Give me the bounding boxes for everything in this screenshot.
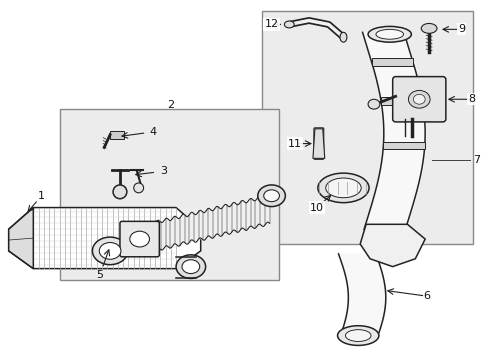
Ellipse shape <box>176 255 206 278</box>
Text: 3: 3 <box>160 166 167 176</box>
Text: 8: 8 <box>468 94 475 104</box>
Text: 1: 1 <box>38 191 45 201</box>
Bar <box>383 141 425 149</box>
Circle shape <box>113 185 127 199</box>
Bar <box>381 97 422 105</box>
Ellipse shape <box>93 237 128 265</box>
FancyBboxPatch shape <box>120 221 159 257</box>
FancyBboxPatch shape <box>392 77 446 122</box>
Bar <box>60 109 279 280</box>
Ellipse shape <box>99 243 121 259</box>
Text: 4: 4 <box>150 127 157 137</box>
Circle shape <box>134 183 144 193</box>
Ellipse shape <box>409 90 430 108</box>
Ellipse shape <box>318 173 369 203</box>
Ellipse shape <box>414 94 425 104</box>
Text: 5: 5 <box>96 270 103 279</box>
Ellipse shape <box>258 185 285 207</box>
Polygon shape <box>360 224 425 267</box>
Ellipse shape <box>130 231 149 247</box>
Text: 6: 6 <box>424 291 431 301</box>
Text: 9: 9 <box>458 24 465 34</box>
Text: 7: 7 <box>473 155 480 165</box>
Ellipse shape <box>368 99 380 109</box>
Ellipse shape <box>284 21 294 28</box>
Ellipse shape <box>264 190 279 202</box>
Ellipse shape <box>376 30 404 39</box>
Bar <box>262 11 473 244</box>
Ellipse shape <box>326 178 361 198</box>
Polygon shape <box>9 208 33 269</box>
Polygon shape <box>313 129 325 158</box>
Ellipse shape <box>345 330 371 342</box>
Text: 11: 11 <box>288 139 302 149</box>
Polygon shape <box>9 208 201 269</box>
Ellipse shape <box>182 260 200 274</box>
Ellipse shape <box>421 23 437 33</box>
Text: 2: 2 <box>168 100 175 110</box>
Text: 10: 10 <box>310 203 324 212</box>
FancyBboxPatch shape <box>314 128 324 159</box>
Bar <box>371 58 413 66</box>
Ellipse shape <box>338 326 379 345</box>
Ellipse shape <box>340 32 347 42</box>
Text: 12: 12 <box>265 19 279 30</box>
Bar <box>110 131 124 139</box>
Ellipse shape <box>368 26 412 42</box>
